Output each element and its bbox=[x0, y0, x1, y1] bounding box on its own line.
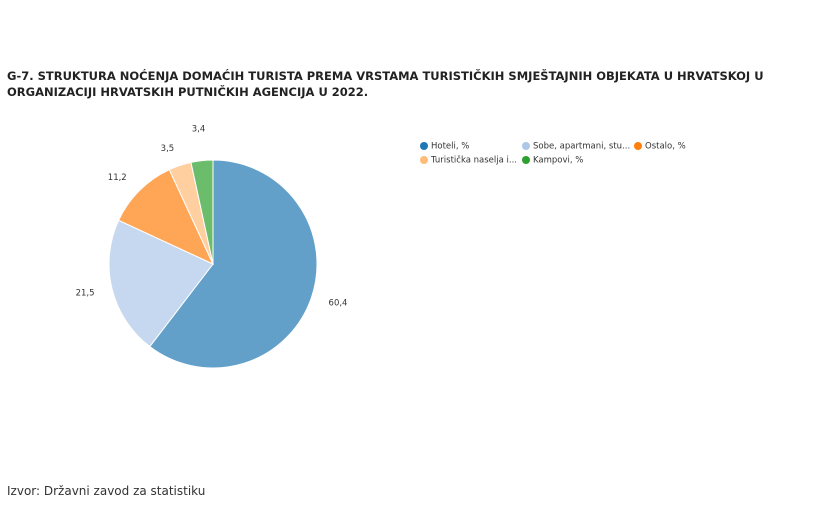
legend-label: Hoteli, % bbox=[431, 142, 469, 152]
legend-label: Sobe, apartmani, stu... bbox=[533, 142, 630, 152]
legend-swatch bbox=[522, 142, 530, 150]
data-label: 11,2 bbox=[108, 173, 127, 183]
pie-slice bbox=[108, 219, 214, 348]
chart: 60,4 21,5 11,2 3,5 3,4 Hoteli, % Sobe, apartma… bbox=[76, 124, 686, 369]
legend-label: Kampovi, % bbox=[533, 156, 583, 166]
legend-swatch bbox=[634, 142, 642, 150]
source-note: Izvor: Državni zavod za statistiku bbox=[7, 484, 206, 498]
legend-label: Turistička naselja i... bbox=[430, 155, 517, 166]
chart-title: G-7. STRUKTURA NOĆENJA DOMAĆIH TURISTA P… bbox=[7, 69, 764, 99]
data-label: 21,5 bbox=[76, 289, 95, 299]
data-label: 3,5 bbox=[161, 144, 175, 154]
legend-swatch bbox=[420, 142, 428, 150]
legend-swatch bbox=[522, 156, 530, 164]
data-label: 60,4 bbox=[329, 299, 348, 309]
legend-swatch bbox=[420, 156, 428, 164]
pie-slice bbox=[149, 159, 318, 369]
pie-slice bbox=[190, 159, 214, 265]
pie-slice bbox=[117, 168, 215, 266]
legend-label: Ostalo, % bbox=[645, 142, 686, 152]
data-label: 3,4 bbox=[192, 124, 206, 134]
